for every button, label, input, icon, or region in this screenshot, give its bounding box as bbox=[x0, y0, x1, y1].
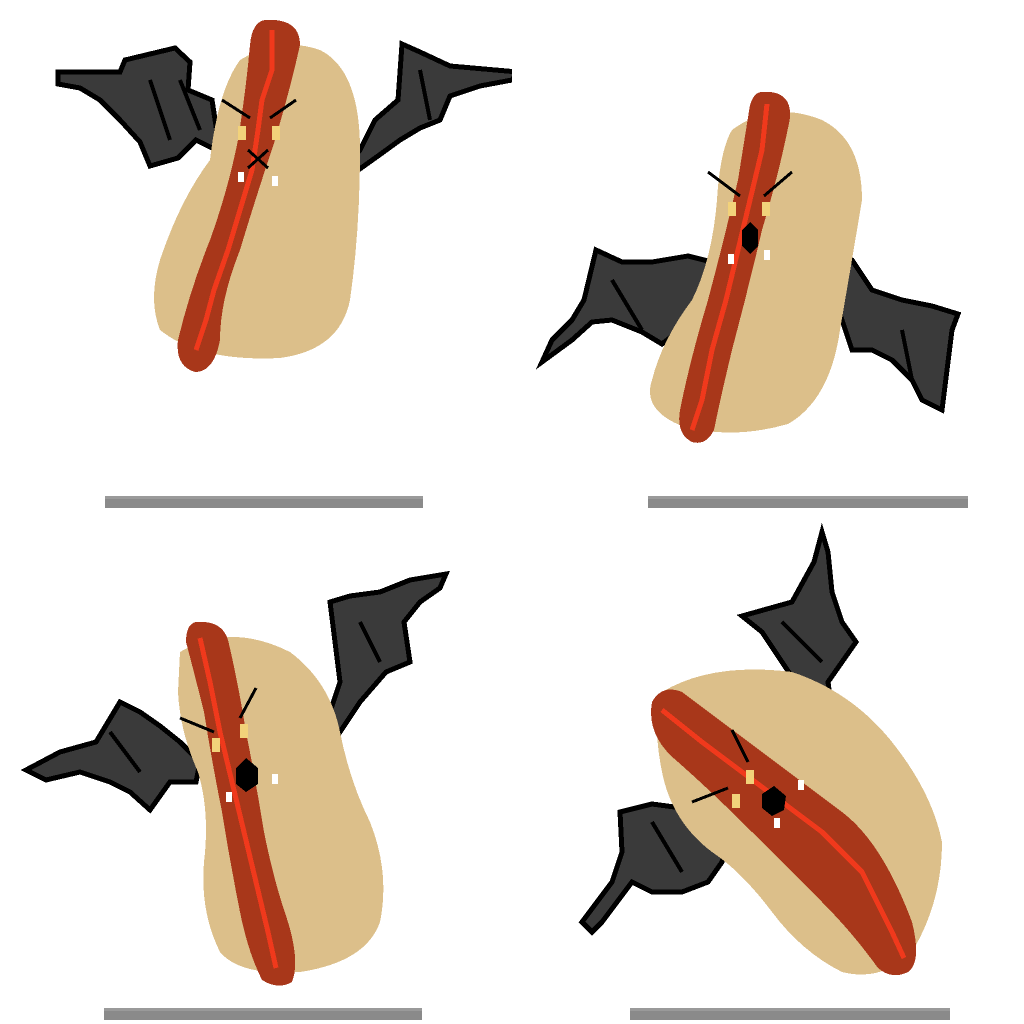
face bbox=[691, 729, 804, 828]
sprite-frame-2 bbox=[512, 0, 1024, 512]
left-wing-icon bbox=[20, 698, 203, 814]
right-eye-icon bbox=[240, 724, 248, 738]
sausage bbox=[651, 689, 917, 976]
hotdog-bat-sprite-1 bbox=[55, 19, 512, 373]
sprite-frame-4 bbox=[512, 512, 1024, 1024]
hotdog-bat-sprite-4 bbox=[578, 522, 942, 976]
ground-shadow bbox=[104, 1008, 422, 1020]
sprite-frame-1 bbox=[0, 0, 512, 512]
hotdog-bat-sprite-2 bbox=[535, 91, 962, 443]
left-eye-icon bbox=[238, 126, 246, 140]
left-wing-icon bbox=[55, 45, 224, 170]
ground-shadow bbox=[630, 1008, 950, 1020]
right-wing-icon bbox=[816, 229, 962, 414]
sprite-frame-3 bbox=[0, 512, 512, 1024]
sausage bbox=[186, 621, 296, 986]
ground-shadow bbox=[648, 496, 968, 508]
left-eye-icon bbox=[728, 202, 736, 216]
face bbox=[179, 687, 278, 802]
sausage bbox=[177, 19, 300, 373]
right-eye-icon bbox=[272, 126, 280, 140]
sausage bbox=[679, 91, 791, 443]
right-eye-icon bbox=[732, 794, 740, 808]
ground-shadow bbox=[105, 496, 423, 508]
right-wing-icon bbox=[324, 40, 512, 185]
face bbox=[221, 98, 297, 186]
right-wing-icon bbox=[314, 570, 451, 756]
hotdog-bat-sprite-3 bbox=[20, 570, 451, 986]
left-eye-icon bbox=[746, 770, 754, 784]
face bbox=[707, 170, 793, 264]
right-eye-icon bbox=[762, 202, 770, 216]
left-eye-icon bbox=[212, 738, 220, 752]
